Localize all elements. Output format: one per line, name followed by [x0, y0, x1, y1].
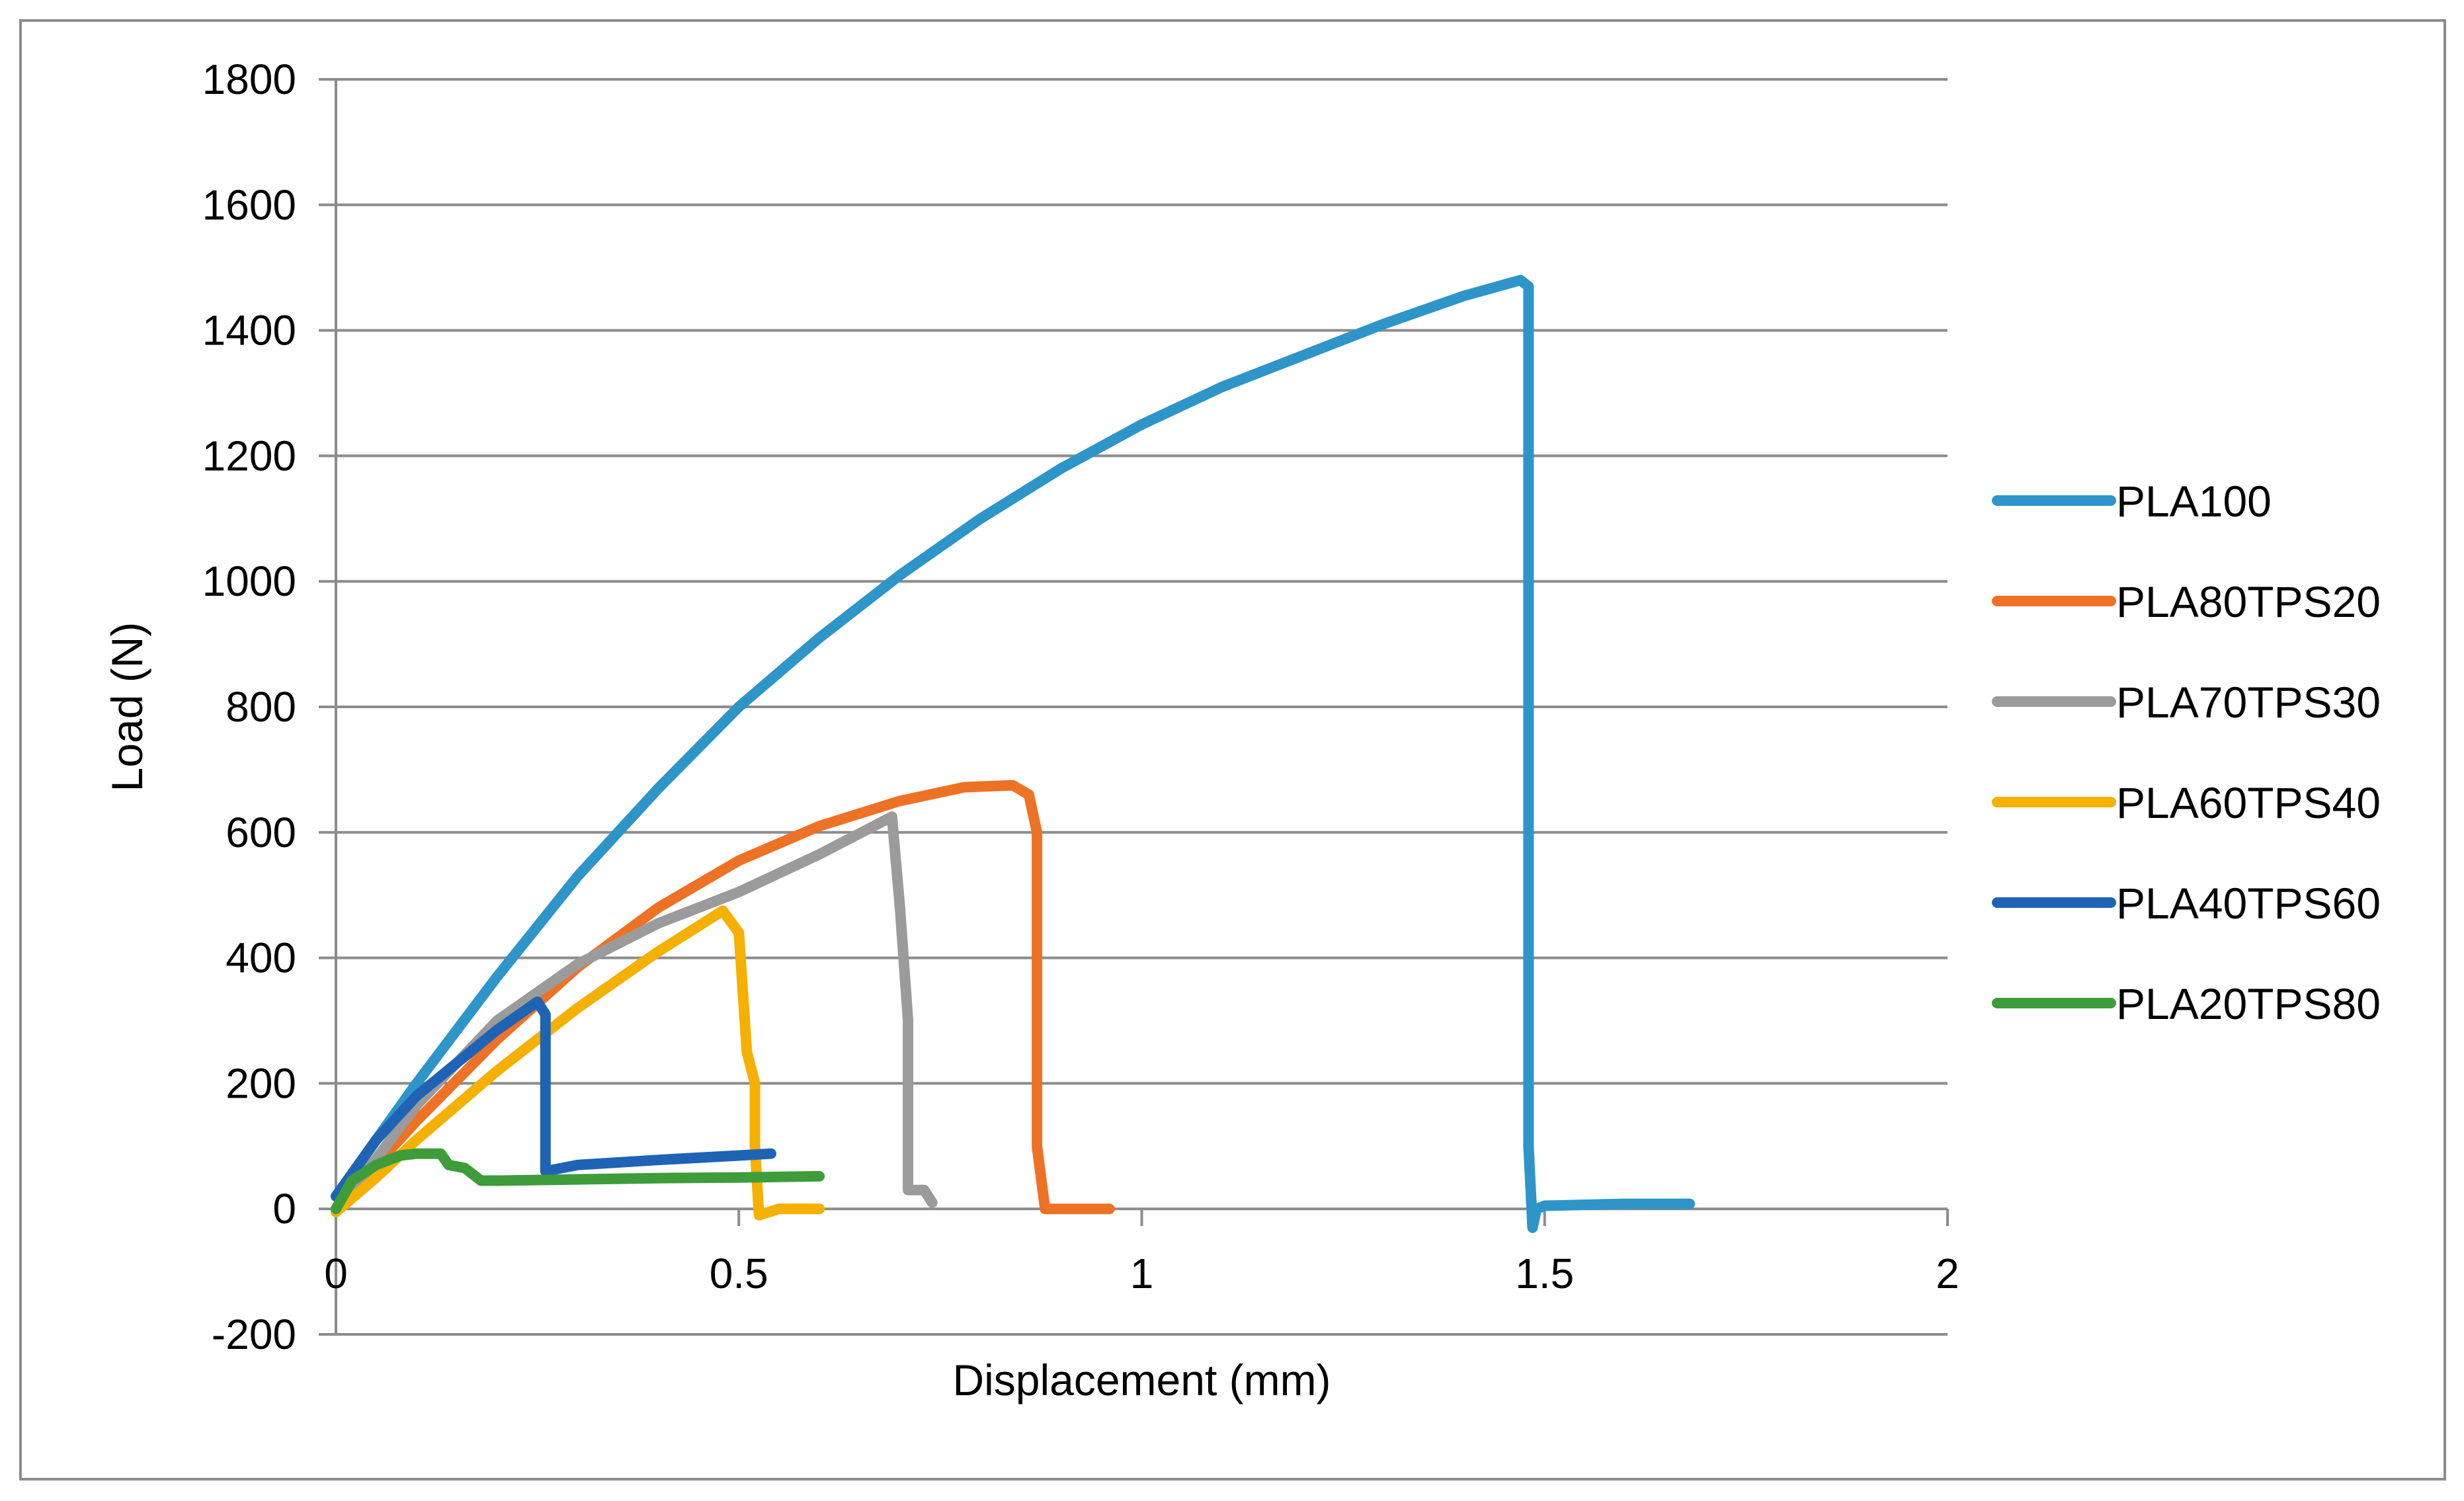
series-line-pla40tps60	[331, 996, 776, 1202]
y-tick-label: 1800	[202, 56, 296, 103]
y-tick-labels: -200 0 200 400 600 800 1000 1200 1400 1600 1800	[202, 56, 296, 1358]
y-tick-label: 0	[272, 1185, 296, 1233]
x-tick-label: 0.5	[710, 1250, 768, 1297]
y-tick-label: -200	[212, 1311, 296, 1358]
legend-label: PLA80TPS20	[2116, 577, 2381, 626]
y-tick-label: 800	[226, 683, 296, 731]
series-line-pla20tps80	[331, 1148, 825, 1215]
y-tick-label: 200	[226, 1059, 296, 1107]
gridlines	[336, 78, 1948, 1336]
y-axis-title: Load (N)	[103, 622, 151, 792]
legend-label: PLA70TPS30	[2116, 678, 2381, 727]
x-axis-title: Displacement (mm)	[952, 1356, 1331, 1404]
legend: PLA100 PLA80TPS20 PLA70TPS30 PLA60TPS40 PLA4…	[1992, 477, 2381, 1028]
legend-label: PLA100	[2116, 477, 2272, 526]
x-tick-label: 0	[324, 1250, 348, 1297]
x-tick-label: 2	[1936, 1250, 1959, 1297]
x-tick-labels: 0 0.5 1 1.5 2	[324, 1250, 1959, 1297]
legend-label: PLA40TPS60	[2116, 879, 2381, 928]
x-tick-label: 1.5	[1515, 1250, 1574, 1297]
series-lines	[331, 274, 1696, 1233]
y-tick-label: 1000	[202, 557, 296, 605]
legend-label: PLA60TPS40	[2116, 778, 2381, 827]
y-tick-label: 600	[226, 809, 296, 856]
x-tick-label: 1	[1130, 1250, 1154, 1297]
chart-border	[19, 19, 2446, 1481]
legend-label: PLA20TPS80	[2116, 979, 2381, 1028]
y-tick-label: 1600	[202, 181, 296, 229]
y-tick-label: 1200	[202, 432, 296, 479]
series-line-pla80tps20	[331, 780, 1115, 1215]
y-tick-label: 400	[226, 934, 296, 982]
y-tick-label: 1400	[202, 307, 296, 354]
series-line-pla60tps40	[331, 905, 825, 1221]
series-line-pla100	[331, 274, 1696, 1233]
